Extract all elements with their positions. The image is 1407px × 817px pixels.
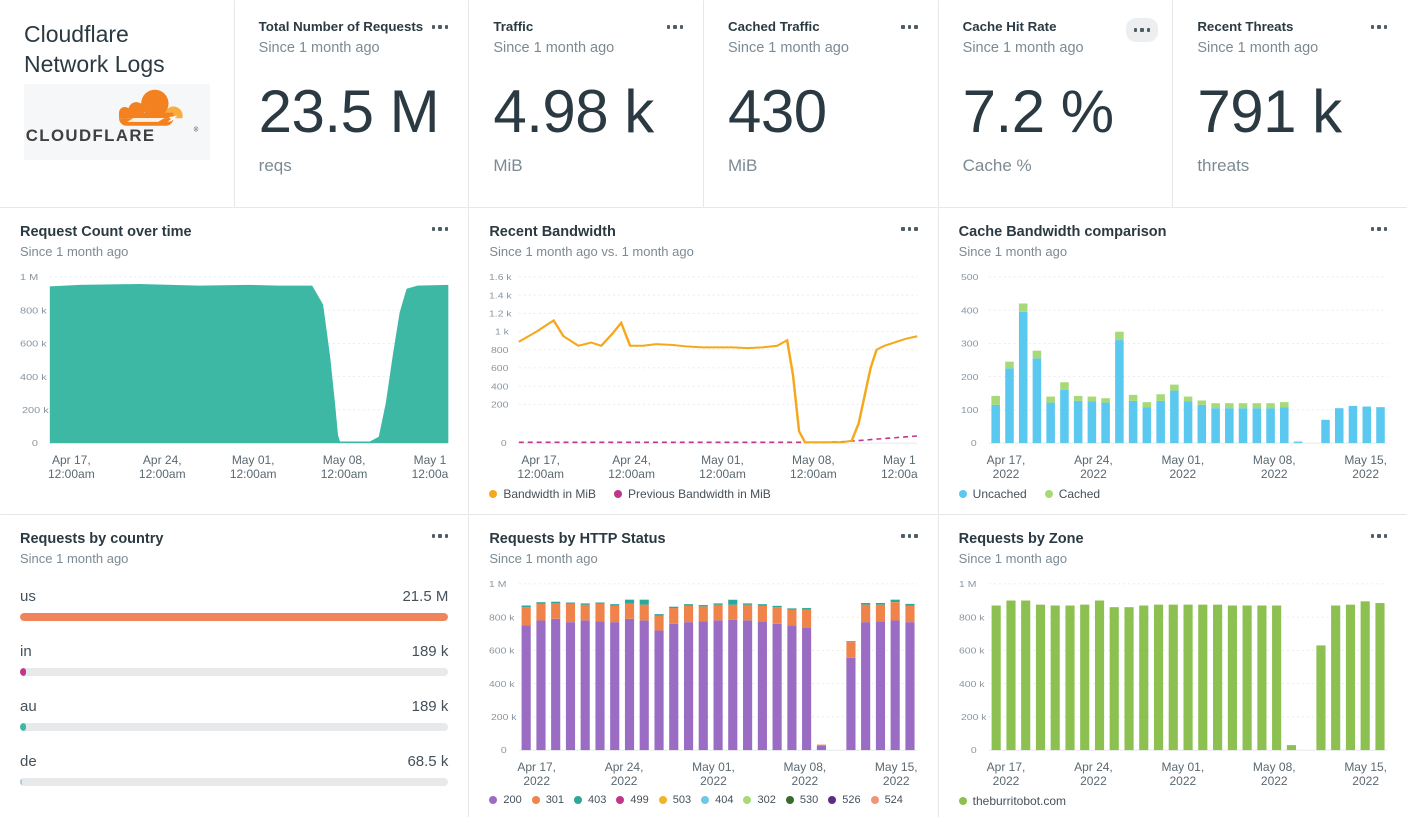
- svg-text:0: 0: [32, 439, 39, 449]
- svg-text:800 k: 800 k: [959, 612, 985, 622]
- svg-text:CLOUDFLARE: CLOUDFLARE: [26, 126, 156, 145]
- svg-text:400 k: 400 k: [20, 373, 47, 383]
- svg-text:600 k: 600 k: [959, 646, 985, 656]
- svg-text:0: 0: [971, 745, 977, 755]
- svg-text:®: ®: [194, 126, 199, 133]
- svg-text:200 k: 200 k: [22, 406, 49, 416]
- svg-text:400 k: 400 k: [959, 679, 985, 689]
- svg-text:0: 0: [501, 745, 507, 755]
- svg-text:200 k: 200 k: [961, 712, 987, 722]
- svg-text:600 k: 600 k: [20, 340, 47, 350]
- svg-text:0: 0: [971, 438, 977, 448]
- svg-text:1.2 k: 1.2 k: [489, 309, 512, 319]
- svg-text:300: 300: [961, 339, 978, 349]
- svg-text:200: 200: [491, 400, 508, 410]
- svg-text:800 k: 800 k: [489, 612, 515, 622]
- svg-text:600 k: 600 k: [489, 646, 515, 656]
- svg-text:600: 600: [491, 363, 508, 373]
- svg-text:200: 200: [961, 372, 978, 382]
- svg-text:400: 400: [491, 381, 508, 391]
- svg-text:100: 100: [961, 405, 978, 415]
- svg-text:1.4 k: 1.4 k: [489, 290, 512, 300]
- svg-text:0: 0: [501, 438, 507, 448]
- svg-text:1 M: 1 M: [959, 579, 977, 589]
- svg-text:400 k: 400 k: [489, 679, 515, 689]
- svg-text:1 k: 1 k: [495, 327, 509, 337]
- svg-text:1.6 k: 1.6 k: [489, 272, 512, 282]
- svg-text:1 M: 1 M: [489, 579, 507, 589]
- svg-text:400: 400: [961, 305, 978, 315]
- svg-text:1 M: 1 M: [20, 273, 38, 283]
- svg-text:800: 800: [491, 345, 508, 355]
- svg-text:500: 500: [961, 272, 978, 282]
- svg-text:800 k: 800 k: [20, 306, 47, 316]
- svg-text:200 k: 200 k: [491, 712, 517, 722]
